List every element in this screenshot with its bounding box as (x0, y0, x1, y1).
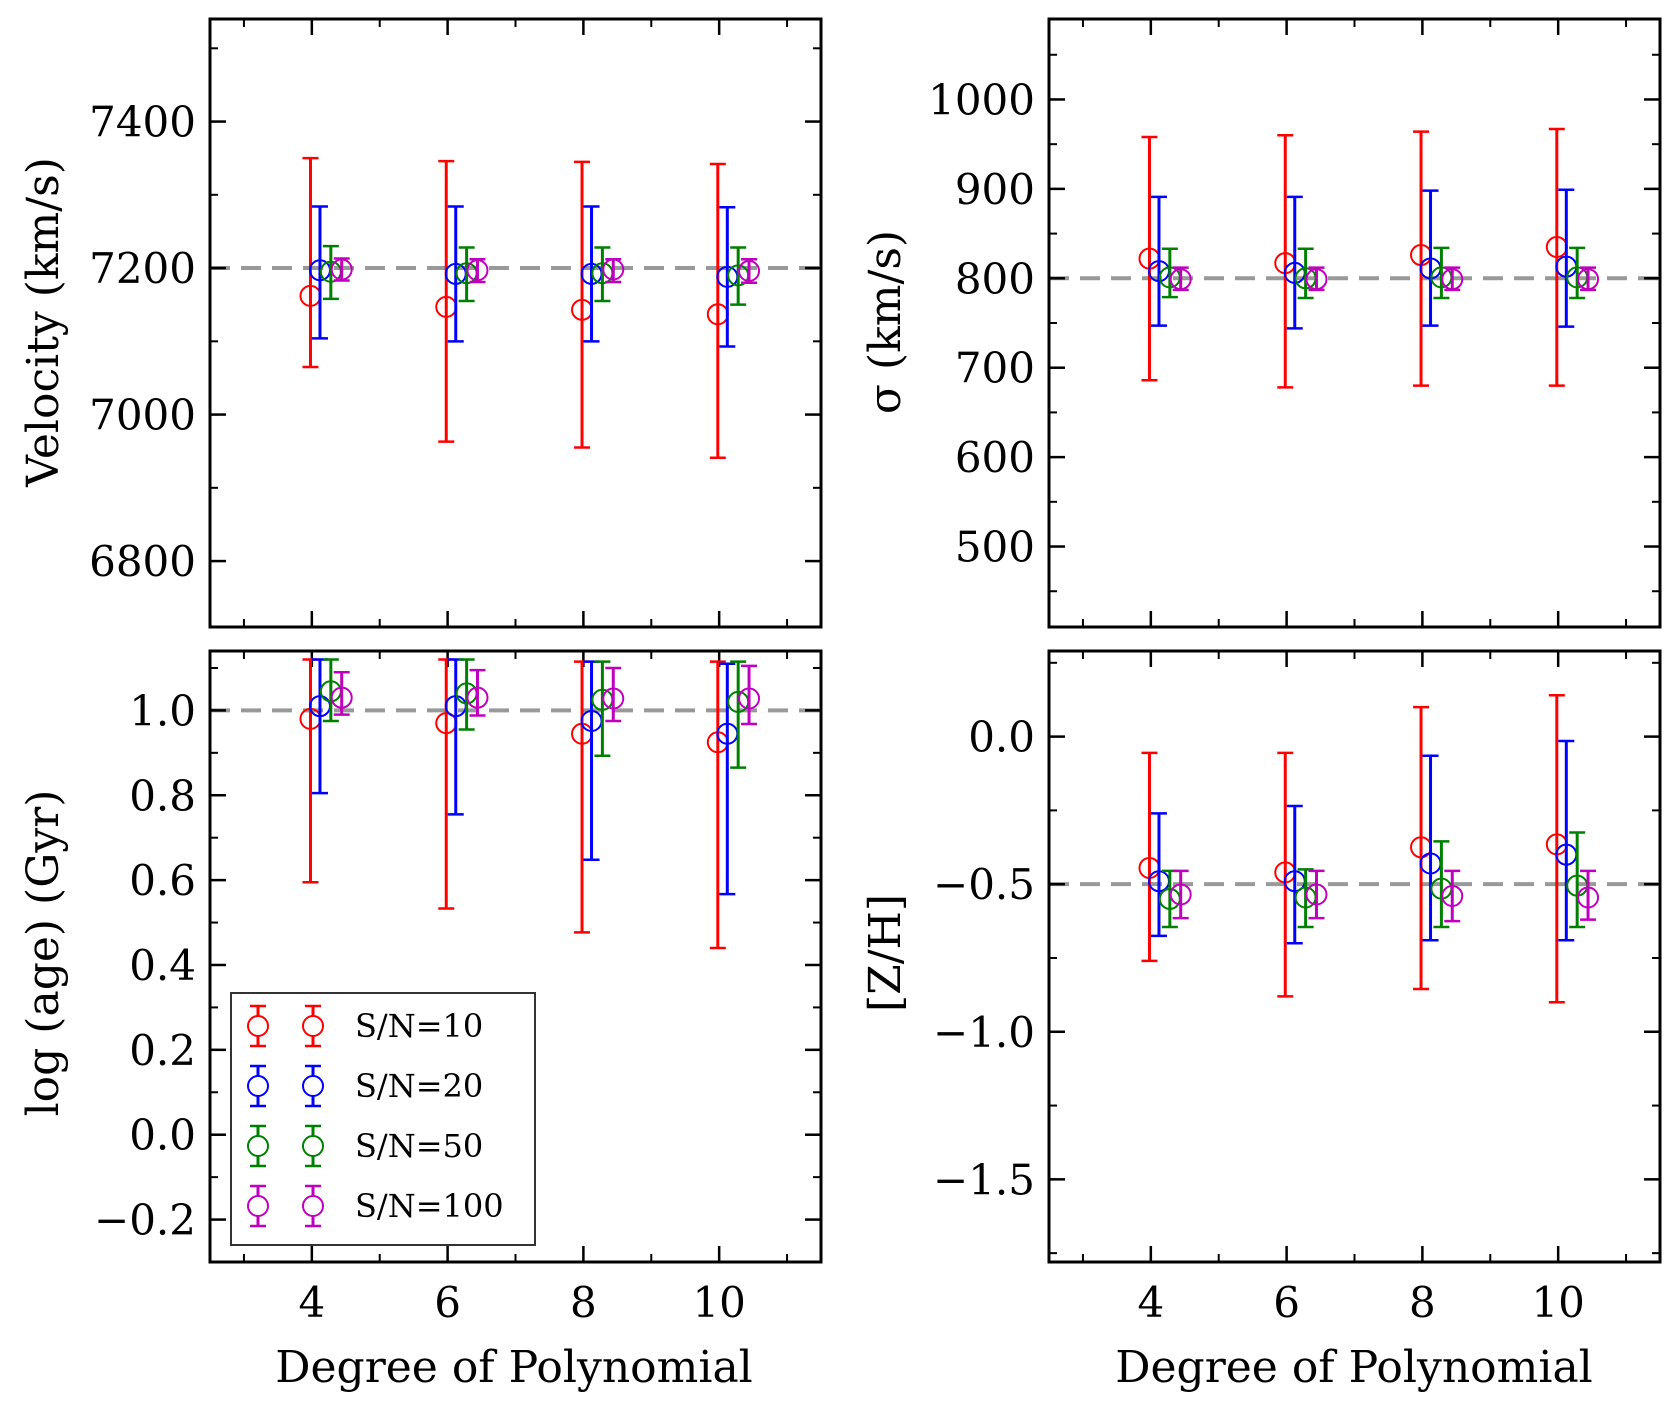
legend-marker (247, 1135, 269, 1157)
y-tick-label: 0.0 (968, 713, 1035, 762)
legend-marker (302, 1075, 324, 1097)
legend: S/N=10 S/N=20 S/N=50 S/N=100 (230, 992, 536, 1246)
legend-marker (247, 1195, 269, 1217)
x-tick-label: 10 (692, 1278, 745, 1327)
data-point (466, 686, 489, 709)
panel-bottom-right: −1.5 −1.0 −0.5 0.0 4 6 8 10 (933, 649, 1662, 1327)
y-tick-label: −0.2 (94, 1196, 196, 1245)
data-point (1169, 883, 1192, 906)
ylabel-log-age: log (age) (Gyr) (18, 790, 69, 1117)
y-tick-label: 1.0 (129, 686, 196, 735)
data-point (1577, 268, 1600, 291)
x-tick-label: 6 (1273, 1278, 1300, 1327)
axes-frame (1047, 649, 1662, 1264)
data-point (1305, 268, 1328, 291)
xlabel-right: Degree of Polynomial (1115, 1342, 1593, 1393)
data-point (1441, 268, 1464, 291)
y-tick-label: 900 (955, 165, 1035, 214)
legend-label: S/N=20 (355, 1067, 483, 1105)
y-tick-label: 0.4 (129, 941, 196, 990)
data-point (330, 686, 353, 709)
data-point (602, 258, 625, 281)
ylabel-sigma: σ (km/s) (860, 230, 911, 414)
y-tick-label: 600 (955, 433, 1035, 482)
data-point (738, 259, 761, 282)
legend-marker (302, 1135, 324, 1157)
y-tick-label: 7400 (89, 98, 196, 147)
data-point (1441, 884, 1464, 907)
axes-frame (1047, 17, 1662, 629)
axes-frame (208, 17, 823, 629)
legend-marker (302, 1195, 324, 1217)
panel-top-right: 500 600 700 800 900 1000 (928, 17, 1662, 629)
y-tick-label: 0.0 (129, 1111, 196, 1160)
x-tick-label: 6 (434, 1278, 461, 1327)
y-tick-label: 6800 (89, 537, 196, 586)
legend-marker (302, 1015, 324, 1037)
y-tick-label: 500 (955, 523, 1035, 572)
ylabel-velocity: Velocity (km/s) (18, 157, 69, 488)
y-tick-label: 7200 (89, 244, 196, 293)
ylabel-metallicity: [Z/H] (860, 894, 911, 1012)
axes-frame (208, 649, 823, 1264)
data-point (466, 259, 489, 282)
data-point (330, 258, 353, 281)
x-tick-label: 4 (298, 1278, 325, 1327)
y-tick-label: −0.5 (933, 860, 1035, 909)
legend-marker (247, 1075, 269, 1097)
y-tick-label: 7000 (89, 391, 196, 440)
data-point (1169, 268, 1192, 291)
y-tick-label: 0.6 (129, 856, 196, 905)
y-tick-label: 800 (955, 254, 1035, 303)
y-tick-label: 0.2 (129, 1026, 196, 1075)
legend-marker (247, 1015, 269, 1037)
x-tick-label: 10 (1531, 1278, 1584, 1327)
x-tick-label: 8 (570, 1278, 597, 1327)
x-tick-label: 8 (1409, 1278, 1436, 1327)
y-tick-label: 1000 (928, 75, 1035, 124)
y-tick-label: −1.0 (933, 1008, 1035, 1057)
data-point (602, 687, 625, 710)
data-point (738, 687, 761, 710)
x-tick-label: 4 (1137, 1278, 1164, 1327)
y-tick-label: 0.8 (129, 771, 196, 820)
y-tick-label: −1.5 (933, 1155, 1035, 1204)
panel-bottom-left: −0.2 0.0 0.2 0.4 0.6 0.8 1.0 4 6 8 10 (94, 649, 823, 1327)
legend-label: S/N=10 (355, 1007, 483, 1045)
legend-label: S/N=100 (355, 1187, 504, 1225)
y-tick-label: 700 (955, 344, 1035, 393)
legend-label: S/N=50 (355, 1127, 483, 1165)
xlabel-left: Degree of Polynomial (275, 1342, 753, 1393)
legend-frame (230, 992, 536, 1246)
panel-top-left: 6800 7000 7200 7400 (89, 17, 823, 629)
data-point (1305, 883, 1328, 906)
data-point (1577, 886, 1600, 909)
